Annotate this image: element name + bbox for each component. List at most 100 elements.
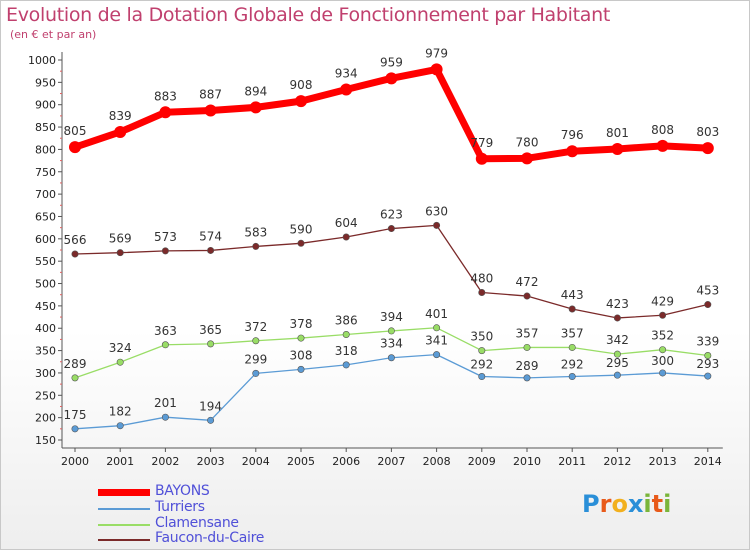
data-point [249,101,262,114]
data-point [656,139,669,152]
data-point [295,95,307,108]
data-label: 779 [470,136,493,150]
legend-swatch [98,524,150,526]
data-point [204,104,217,117]
y-tick-label: 300 [35,367,56,380]
data-label: 352 [651,329,674,343]
x-tick-label: 2008 [423,455,451,468]
data-label: 472 [516,275,539,289]
data-point [116,249,124,257]
y-tick-label: 700 [35,188,56,201]
data-label: 201 [154,396,177,410]
data-point [568,373,576,381]
data-label: 292 [561,358,584,372]
data-label: 365 [199,323,222,337]
logo-letter: r [599,490,612,518]
proxiti-logo: Proxiti [582,490,671,518]
y-tick-label: 150 [35,434,56,447]
data-point [521,152,533,165]
data-point [659,369,667,377]
data-point [116,422,124,430]
data-label: 808 [651,123,674,137]
y-tick-label: 500 [35,278,56,291]
legend-swatch [98,489,150,496]
x-tick-label: 2004 [242,455,270,468]
x-tick-label: 2000 [61,455,89,468]
legend-label: Clamensane [155,515,239,531]
data-label: 295 [606,356,629,370]
data-label: 604 [335,216,358,230]
data-label: 887 [199,88,222,102]
data-label: 569 [109,232,132,246]
data-label: 363 [154,324,177,338]
data-label: 300 [651,354,674,368]
logo-letter: t [651,490,664,518]
x-tick-label: 2009 [468,455,496,468]
data-label: 357 [516,326,539,340]
data-label: 293 [696,357,719,371]
data-point [478,347,486,355]
data-point [433,324,441,332]
logo-letter: i [643,490,652,518]
data-point [523,374,531,382]
data-point [704,352,712,360]
data-point [613,350,621,358]
data-point [385,72,398,85]
data-point [704,372,712,380]
data-label: 934 [335,67,358,81]
data-label: 839 [109,109,132,123]
data-label: 334 [380,337,403,351]
data-label: 318 [335,344,358,358]
data-label: 299 [244,352,267,366]
data-point [159,106,172,119]
data-point [252,337,260,345]
logo-letter: P [582,490,600,518]
data-point [252,369,260,377]
data-label: 378 [290,317,313,331]
data-label: 453 [696,284,719,298]
data-label: 894 [244,84,267,98]
data-point [116,358,124,366]
data-label: 308 [290,348,313,362]
data-point [207,340,215,348]
data-point [114,125,127,138]
data-label: 480 [470,271,493,285]
chart-subtitle: (en € et par an) [10,28,97,41]
data-point [207,416,215,424]
data-label: 979 [425,46,448,60]
data-label: 342 [606,333,629,347]
data-label: 803 [696,125,719,139]
x-tick-label: 2003 [197,455,225,468]
x-tick-label: 2001 [106,455,134,468]
data-point [387,225,395,233]
data-point [387,354,395,362]
legend-label: BAYONS [155,483,210,499]
data-label: 883 [154,89,177,103]
data-point [566,145,579,158]
data-point [568,343,576,351]
legend-label: Faucon-du-Caire [155,530,265,546]
data-point [207,246,215,254]
data-label: 590 [290,222,313,236]
data-point [523,343,531,351]
data-point [342,233,350,241]
data-label: 386 [335,313,358,327]
data-label: 908 [290,78,313,92]
data-label: 429 [651,294,674,308]
data-label: 583 [244,225,267,239]
data-label: 324 [109,341,132,355]
data-point [659,346,667,354]
x-tick-label: 2005 [287,455,315,468]
data-label: 350 [470,330,493,344]
chart-title: Evolution de la Dotation Globale de Fonc… [6,4,611,26]
logo-letter: i [663,490,672,518]
data-point [659,311,667,319]
data-point [297,239,305,247]
y-tick-label: 400 [35,322,56,335]
data-label: 566 [64,233,87,247]
data-point [297,365,305,373]
data-label: 574 [199,229,222,243]
y-tick-label: 550 [35,255,56,268]
logo-letter: o [611,490,628,518]
